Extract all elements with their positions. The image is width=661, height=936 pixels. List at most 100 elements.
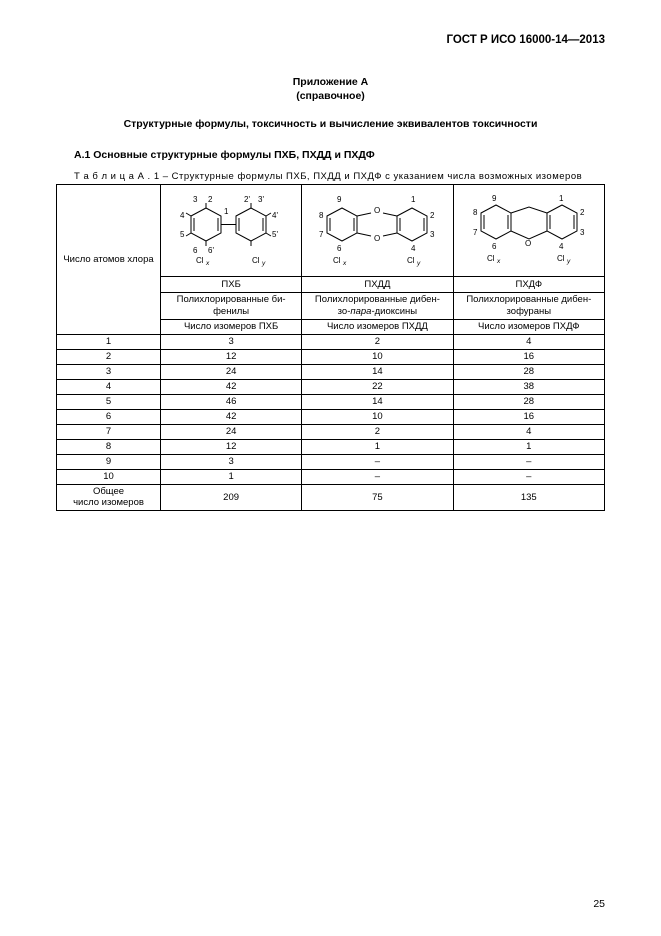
table-cell: 46 [161,394,302,409]
table-cell: 22 [302,379,453,394]
table-cell: 28 [453,394,604,409]
section-title: А.1 Основные структурные формулы ПХБ, ПХ… [56,149,605,161]
svg-text:Cl: Cl [407,256,415,265]
document-id: ГОСТ Р ИСО 16000-14—2013 [56,34,605,46]
compound-full-a: Полихлорированные би-фенилы [161,292,302,319]
svg-text:y: y [566,258,571,265]
compound-short-b: ПХДД [302,277,453,292]
table-row: 6421016 [57,409,605,424]
structure-cell-pcb: 321 4566' 2'3'4'5' Clx Cly [161,185,302,277]
table-row: 93–– [57,454,605,469]
svg-text:5': 5' [272,230,278,239]
svg-text:3: 3 [193,195,198,204]
svg-text:2: 2 [580,208,585,217]
svg-text:Cl: Cl [487,254,495,263]
total-c: 135 [453,484,604,510]
svg-text:6: 6 [492,242,497,251]
compound-short-c: ПХДФ [453,277,604,292]
svg-text:2: 2 [430,211,435,220]
svg-text:x: x [342,260,347,267]
svg-text:x: x [205,260,210,267]
total-label: Общеечисло изомеров [57,484,161,510]
row-header: Число атомов хлора [57,185,161,334]
svg-text:Cl: Cl [333,256,341,265]
svg-text:O: O [525,239,531,248]
svg-text:x: x [496,258,501,265]
appendix-line1: Приложение А [293,76,369,88]
table-cell: 4 [57,379,161,394]
structure-cell-pcdd: O O 9876 1234 Clx Cly [302,185,453,277]
table-cell: 1 [57,334,161,349]
svg-text:2': 2' [244,195,250,204]
table-cell: 16 [453,349,604,364]
svg-text:1: 1 [411,195,416,204]
table-cell: 5 [57,394,161,409]
svg-text:Cl: Cl [252,256,260,265]
table-cell: 7 [57,424,161,439]
structure-cell-pcdf: O 9876 1234 Clx Cly [453,185,604,277]
table-cell: 12 [161,439,302,454]
svg-text:6: 6 [193,246,198,255]
svg-text:y: y [416,260,421,267]
table-cell: 2 [302,334,453,349]
count-label-c: Число изомеров ПХДФ [453,319,604,334]
table-cell: 3 [57,364,161,379]
table-cell: 1 [161,469,302,484]
svg-text:9: 9 [492,194,497,203]
table-row: 1324 [57,334,605,349]
count-label-a: Число изомеров ПХБ [161,319,302,334]
compound-short-a: ПХБ [161,277,302,292]
table-cell: – [302,454,453,469]
table-cell: 14 [302,394,453,409]
table-cell: 4 [453,334,604,349]
appendix-line2: (справочное) [296,90,365,102]
page-number: 25 [593,898,605,910]
table-cell: 10 [57,469,161,484]
svg-text:3': 3' [258,195,264,204]
table-row: 101–– [57,469,605,484]
svg-text:7: 7 [473,228,478,237]
table-row: 3241428 [57,364,605,379]
table-cell: 14 [302,364,453,379]
table-caption: Т а б л и ц а А . 1 – Структурные формул… [56,171,605,182]
svg-text:8: 8 [319,211,324,220]
table-cell: 8 [57,439,161,454]
table-cell: 9 [57,454,161,469]
table-cell: 3 [161,334,302,349]
table-cell: 1 [302,439,453,454]
svg-text:6': 6' [208,246,214,255]
svg-text:4': 4' [272,211,278,220]
table-row: 5461428 [57,394,605,409]
table-cell: – [453,469,604,484]
svg-text:O: O [374,206,380,215]
svg-text:3: 3 [430,230,435,239]
table-cell: 10 [302,349,453,364]
table-cell: 2 [57,349,161,364]
table-cell: 24 [161,364,302,379]
svg-text:4: 4 [411,244,416,253]
svg-text:2: 2 [208,195,213,204]
table-cell: 2 [302,424,453,439]
table-row: 4422238 [57,379,605,394]
isomer-table: Число атомов хлора [56,184,605,510]
svg-text:7: 7 [319,230,324,239]
table-cell: 28 [453,364,604,379]
table-cell: 16 [453,409,604,424]
table-row: 81211 [57,439,605,454]
table-cell: 24 [161,424,302,439]
svg-text:1: 1 [224,207,229,216]
table-row: 2121016 [57,349,605,364]
svg-text:9: 9 [337,195,342,204]
svg-text:O: O [374,234,380,243]
page: ГОСТ Р ИСО 16000-14—2013 Приложение А (с… [0,0,661,936]
table-cell: 3 [161,454,302,469]
table-cell: 10 [302,409,453,424]
svg-text:3: 3 [580,228,585,237]
appendix-heading: Приложение А (справочное) [56,76,605,103]
total-a: 209 [161,484,302,510]
svg-text:Cl: Cl [196,256,204,265]
svg-text:4: 4 [180,211,185,220]
table-cell: 12 [161,349,302,364]
table-cell: 38 [453,379,604,394]
table-cell: 42 [161,379,302,394]
